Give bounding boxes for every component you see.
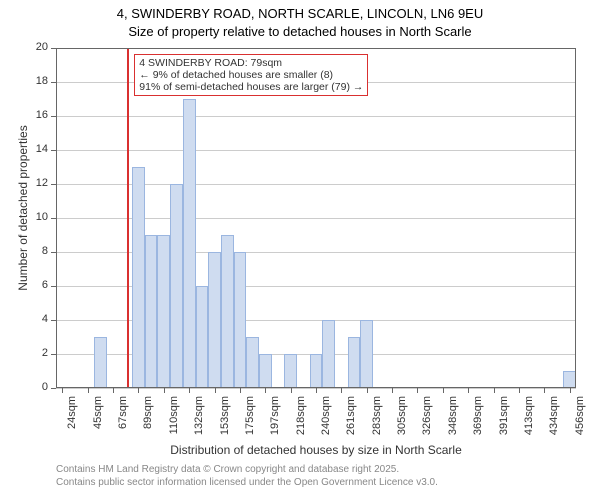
xtick-label: 132sqm [193, 396, 205, 446]
xtick-mark [189, 388, 190, 393]
footnote-line2: Contains public sector information licen… [56, 477, 438, 488]
chart-root: 4, SWINDERBY ROAD, NORTH SCARLE, LINCOLN… [0, 0, 600, 500]
xtick-mark [341, 388, 342, 393]
top-axis-line [56, 48, 576, 49]
xtick-label: 110sqm [168, 396, 180, 446]
histogram-bar [183, 99, 196, 388]
xtick-label: 348sqm [447, 396, 459, 446]
histogram-bar [221, 235, 234, 388]
chart-title-line2: Size of property relative to detached ho… [0, 24, 600, 39]
xtick-mark [392, 388, 393, 393]
annotation-line3: 91% of semi-detached houses are larger (… [139, 81, 363, 93]
ytick-mark [51, 82, 56, 83]
xtick-label: 413sqm [523, 396, 535, 446]
xtick-label: 67sqm [117, 396, 129, 446]
y-axis-line [56, 48, 57, 388]
xtick-label: 240sqm [320, 396, 332, 446]
xtick-mark [265, 388, 266, 393]
xtick-mark [215, 388, 216, 393]
histogram-bar [284, 354, 297, 388]
xtick-mark [164, 388, 165, 393]
ytick-label: 18 [24, 75, 48, 87]
histogram-bar [196, 286, 209, 388]
xtick-mark [494, 388, 495, 393]
ytick-label: 4 [24, 313, 48, 325]
xtick-label: 218sqm [295, 396, 307, 446]
ytick-mark [51, 320, 56, 321]
histogram-bar [94, 337, 107, 388]
xtick-mark [316, 388, 317, 393]
xtick-mark [443, 388, 444, 393]
histogram-bar [157, 235, 170, 388]
ytick-mark [51, 218, 56, 219]
xtick-label: 175sqm [244, 396, 256, 446]
y-axis-label: Number of detached properties [16, 108, 30, 308]
histogram-bar [170, 184, 183, 388]
ytick-mark [51, 388, 56, 389]
xtick-mark [519, 388, 520, 393]
xtick-mark [570, 388, 571, 393]
ytick-mark [51, 150, 56, 151]
histogram-bar [310, 354, 323, 388]
ytick-mark [51, 354, 56, 355]
xtick-label: 456sqm [574, 396, 586, 446]
histogram-bar [246, 337, 259, 388]
bars-container [56, 48, 576, 388]
plot-area: 4 SWINDERBY ROAD: 79sqm ← 9% of detached… [56, 48, 576, 388]
ytick-mark [51, 184, 56, 185]
xtick-mark [88, 388, 89, 393]
xtick-mark [417, 388, 418, 393]
xtick-label: 89sqm [142, 396, 154, 446]
xtick-label: 283sqm [371, 396, 383, 446]
marker-line [127, 48, 129, 388]
ytick-mark [51, 252, 56, 253]
histogram-bar [234, 252, 247, 388]
histogram-bar [322, 320, 335, 388]
histogram-bar [132, 167, 145, 388]
histogram-bar [145, 235, 158, 388]
xtick-label: 45sqm [92, 396, 104, 446]
x-axis-label: Distribution of detached houses by size … [56, 443, 576, 457]
xtick-mark [62, 388, 63, 393]
xtick-label: 197sqm [269, 396, 281, 446]
xtick-mark [138, 388, 139, 393]
ytick-mark [51, 116, 56, 117]
ytick-label: 2 [24, 347, 48, 359]
xtick-mark [113, 388, 114, 393]
xtick-label: 305sqm [396, 396, 408, 446]
xtick-label: 369sqm [472, 396, 484, 446]
ytick-label: 0 [24, 381, 48, 393]
xtick-mark [544, 388, 545, 393]
histogram-bar [208, 252, 221, 388]
xtick-label: 434sqm [548, 396, 560, 446]
xtick-label: 24sqm [66, 396, 78, 446]
footnote-line1: Contains HM Land Registry data © Crown c… [56, 464, 399, 475]
histogram-bar [348, 337, 361, 388]
annotation-line2: ← 9% of detached houses are smaller (8) [139, 69, 363, 81]
xtick-label: 391sqm [498, 396, 510, 446]
ytick-mark [51, 48, 56, 49]
chart-title-line1: 4, SWINDERBY ROAD, NORTH SCARLE, LINCOLN… [0, 6, 600, 21]
annotation-line1: 4 SWINDERBY ROAD: 79sqm [139, 57, 363, 69]
histogram-bar [360, 320, 373, 388]
ytick-mark [51, 286, 56, 287]
histogram-bar [259, 354, 272, 388]
xtick-mark [291, 388, 292, 393]
xtick-label: 153sqm [219, 396, 231, 446]
ytick-label: 20 [24, 41, 48, 53]
xtick-mark [367, 388, 368, 393]
xtick-label: 261sqm [345, 396, 357, 446]
right-axis-line [575, 48, 576, 388]
xtick-label: 326sqm [421, 396, 433, 446]
xtick-mark [240, 388, 241, 393]
xtick-mark [468, 388, 469, 393]
annotation-box: 4 SWINDERBY ROAD: 79sqm ← 9% of detached… [134, 54, 368, 96]
